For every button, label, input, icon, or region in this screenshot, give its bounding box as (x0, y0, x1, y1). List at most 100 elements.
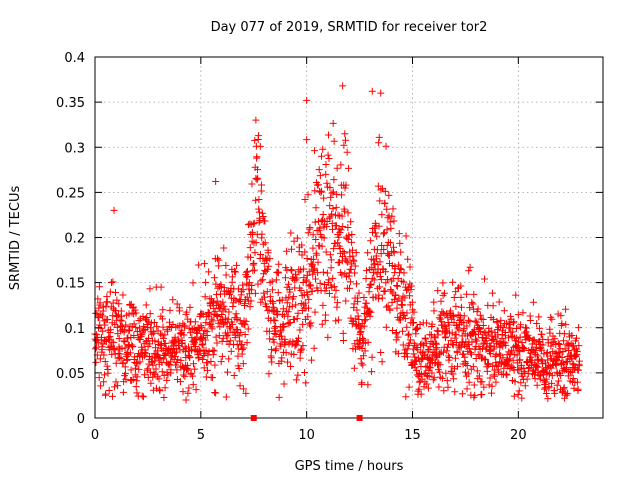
data-point (403, 323, 411, 331)
data-point (509, 328, 517, 336)
data-point (321, 280, 329, 288)
data-point (182, 396, 190, 404)
data-point (179, 371, 187, 379)
data-point (401, 294, 409, 302)
data-point (211, 361, 219, 369)
data-point (377, 89, 385, 97)
data-point (272, 276, 280, 284)
data-point (156, 330, 164, 338)
data-point (96, 299, 104, 307)
data-point (326, 202, 334, 210)
data-point (251, 249, 259, 257)
data-point (357, 359, 365, 367)
data-point (292, 301, 300, 309)
data-point (129, 303, 137, 311)
data-point (469, 300, 477, 308)
data-point (318, 320, 326, 328)
data-point (563, 391, 571, 399)
data-point (345, 284, 353, 292)
data-point (474, 350, 482, 358)
data-point (339, 329, 347, 337)
data-point (248, 282, 256, 290)
data-point (113, 323, 121, 331)
data-point (514, 311, 522, 319)
data-point (359, 352, 367, 360)
data-point (215, 256, 223, 264)
data-point (396, 264, 404, 272)
data-point (275, 260, 283, 268)
data-point (458, 390, 466, 398)
data-point (129, 343, 137, 351)
data-point (479, 333, 487, 341)
data-point (426, 363, 434, 371)
data-point (370, 276, 378, 284)
data-point (181, 348, 189, 356)
data-point (537, 356, 545, 364)
x-tick-label: 10 (298, 428, 315, 443)
data-point (161, 384, 169, 392)
data-point (412, 325, 420, 333)
data-point (135, 316, 143, 324)
data-point (373, 246, 381, 254)
data-point (434, 287, 442, 295)
data-point (139, 393, 147, 401)
data-point (339, 248, 347, 256)
y-tick-label: 0.05 (56, 367, 85, 382)
data-point (559, 337, 567, 345)
data-point (435, 359, 443, 367)
data-point (393, 282, 401, 290)
data-point (304, 191, 312, 199)
data-point (468, 299, 476, 307)
data-point (486, 374, 494, 382)
data-point (202, 319, 210, 327)
data-point (416, 321, 424, 329)
data-point (329, 274, 337, 282)
data-point (288, 275, 296, 283)
data-point (573, 378, 581, 386)
data-point (285, 293, 293, 301)
data-point (163, 376, 171, 384)
data-point (339, 336, 347, 344)
data-point (533, 319, 541, 327)
data-point (453, 349, 461, 357)
data-point (387, 224, 395, 232)
data-point (328, 210, 336, 218)
data-point (166, 306, 174, 314)
data-point (115, 311, 123, 319)
data-point (405, 330, 413, 338)
data-point (468, 338, 476, 346)
data-point (312, 204, 320, 212)
data-point (257, 298, 265, 306)
data-point (290, 293, 298, 301)
data-point (463, 385, 471, 393)
data-point (357, 327, 365, 335)
data-point (274, 289, 282, 297)
data-point (354, 312, 362, 320)
data-point (403, 353, 411, 361)
data-point (256, 142, 264, 150)
data-point (176, 329, 184, 337)
data-point (349, 246, 357, 254)
data-point (447, 337, 455, 345)
data-point (513, 351, 521, 359)
data-point (156, 354, 164, 362)
data-point (417, 390, 425, 398)
data-point (560, 384, 568, 392)
data-point (208, 299, 216, 307)
data-point (92, 343, 100, 351)
data-point (467, 350, 475, 358)
data-point (95, 283, 103, 291)
data-point (457, 303, 465, 311)
data-point (454, 362, 462, 370)
data-point (443, 347, 451, 355)
data-point (192, 343, 200, 351)
data-point (238, 346, 246, 354)
data-point (271, 317, 279, 325)
data-point (518, 339, 526, 347)
data-point (444, 383, 452, 391)
data-point (217, 358, 225, 366)
data-point (400, 269, 408, 277)
data-point (543, 350, 551, 358)
data-point (233, 261, 241, 269)
data-point (236, 382, 244, 390)
